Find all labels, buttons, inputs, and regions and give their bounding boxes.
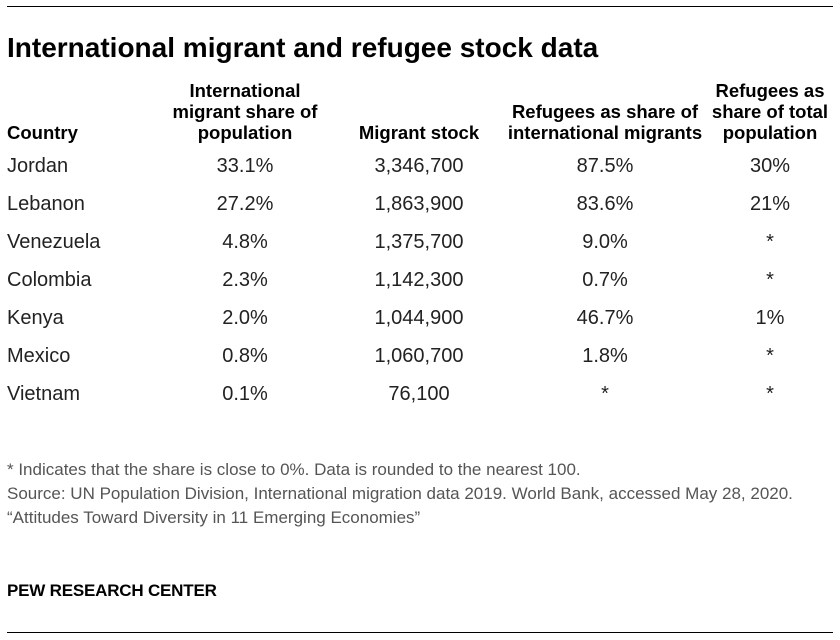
footnote-text: * Indicates that the share is close to 0… [7,460,581,479]
header-country: Country [7,122,78,143]
table-row: Jordan 33.1% 3,346,700 87.5% 30% [7,147,833,185]
header-refugee-share-migrants: Refugees as share of international migra… [507,101,703,143]
refugee-share-migrants-cell: 1.8% [582,344,628,367]
country-cell: Vietnam [7,382,81,405]
migrant-stock-cell: 1,863,900 [374,192,464,215]
country-cell: Colombia [7,268,92,291]
migrant-share-cell: 4.8% [222,230,268,253]
migrant-share-cell: 27.2% [216,192,274,215]
refugee-share-migrants-cell: 46.7% [576,306,634,329]
refugee-share-migrants-cell: 0.7% [582,268,628,291]
refugee-share-population-cell: 30% [749,154,791,177]
migrant-share-cell: 2.3% [222,268,268,291]
bottom-rule [7,632,833,633]
migrant-stock-cell: 1,060,700 [374,344,464,367]
refugee-share-migrants-cell: * [601,382,609,405]
refugee-share-population-cell: * [766,344,774,367]
table-row: Venezuela 4.8% 1,375,700 9.0% * [7,223,833,261]
chart-title: International migrant and refugee stock … [7,32,599,63]
refugee-share-population-cell: 1% [755,306,785,329]
table-row: Lebanon 27.2% 1,863,900 83.6% 21% [7,185,833,223]
table-row: Vietnam 0.1% 76,100 * * [7,375,833,413]
migrant-data-table: Country International migrant share of p… [7,80,833,413]
refugee-share-population-cell: * [766,268,774,291]
table-row: Mexico 0.8% 1,060,700 1.8% * [7,337,833,375]
country-cell: Venezuela [7,230,101,253]
refugee-share-migrants-cell: 9.0% [582,230,628,253]
header-refugee-share-population: Refugees as share of total population [711,80,829,143]
country-cell: Kenya [7,306,64,329]
header-migrant-stock: Migrant stock [358,122,480,143]
source-text: Source: UN Population Division, Internat… [7,484,793,503]
country-cell: Lebanon [7,192,85,215]
migrant-stock-cell: 1,375,700 [374,230,464,253]
table-header-row: Country International migrant share of p… [7,80,833,147]
migrant-share-cell: 0.8% [222,344,268,367]
refugee-share-migrants-cell: 87.5% [576,154,634,177]
table-row: Colombia 2.3% 1,142,300 0.7% * [7,261,833,299]
refugee-share-population-cell: 21% [749,192,791,215]
migrant-share-cell: 33.1% [216,154,274,177]
migrant-share-cell: 0.1% [222,382,268,405]
pew-research-center-brand: PEW RESEARCH CENTER [7,581,217,600]
country-cell: Mexico [7,344,71,367]
migrant-stock-cell: 1,044,900 [374,306,464,329]
refugee-share-migrants-cell: 83.6% [576,192,634,215]
migrant-stock-cell: 76,100 [388,382,450,405]
migrant-share-cell: 2.0% [222,306,268,329]
refugee-share-population-cell: * [766,230,774,253]
top-rule [7,6,833,7]
header-migrant-share: International migrant share of populatio… [172,80,318,143]
refugee-share-population-cell: * [766,382,774,405]
report-title-text: “Attitudes Toward Diversity in 11 Emergi… [7,508,421,527]
notes-block: * Indicates that the share is close to 0… [7,458,833,530]
migrant-stock-cell: 3,346,700 [374,154,464,177]
migrant-stock-cell: 1,142,300 [374,268,464,291]
table-row: Kenya 2.0% 1,044,900 46.7% 1% [7,299,833,337]
country-cell: Jordan [7,154,69,177]
